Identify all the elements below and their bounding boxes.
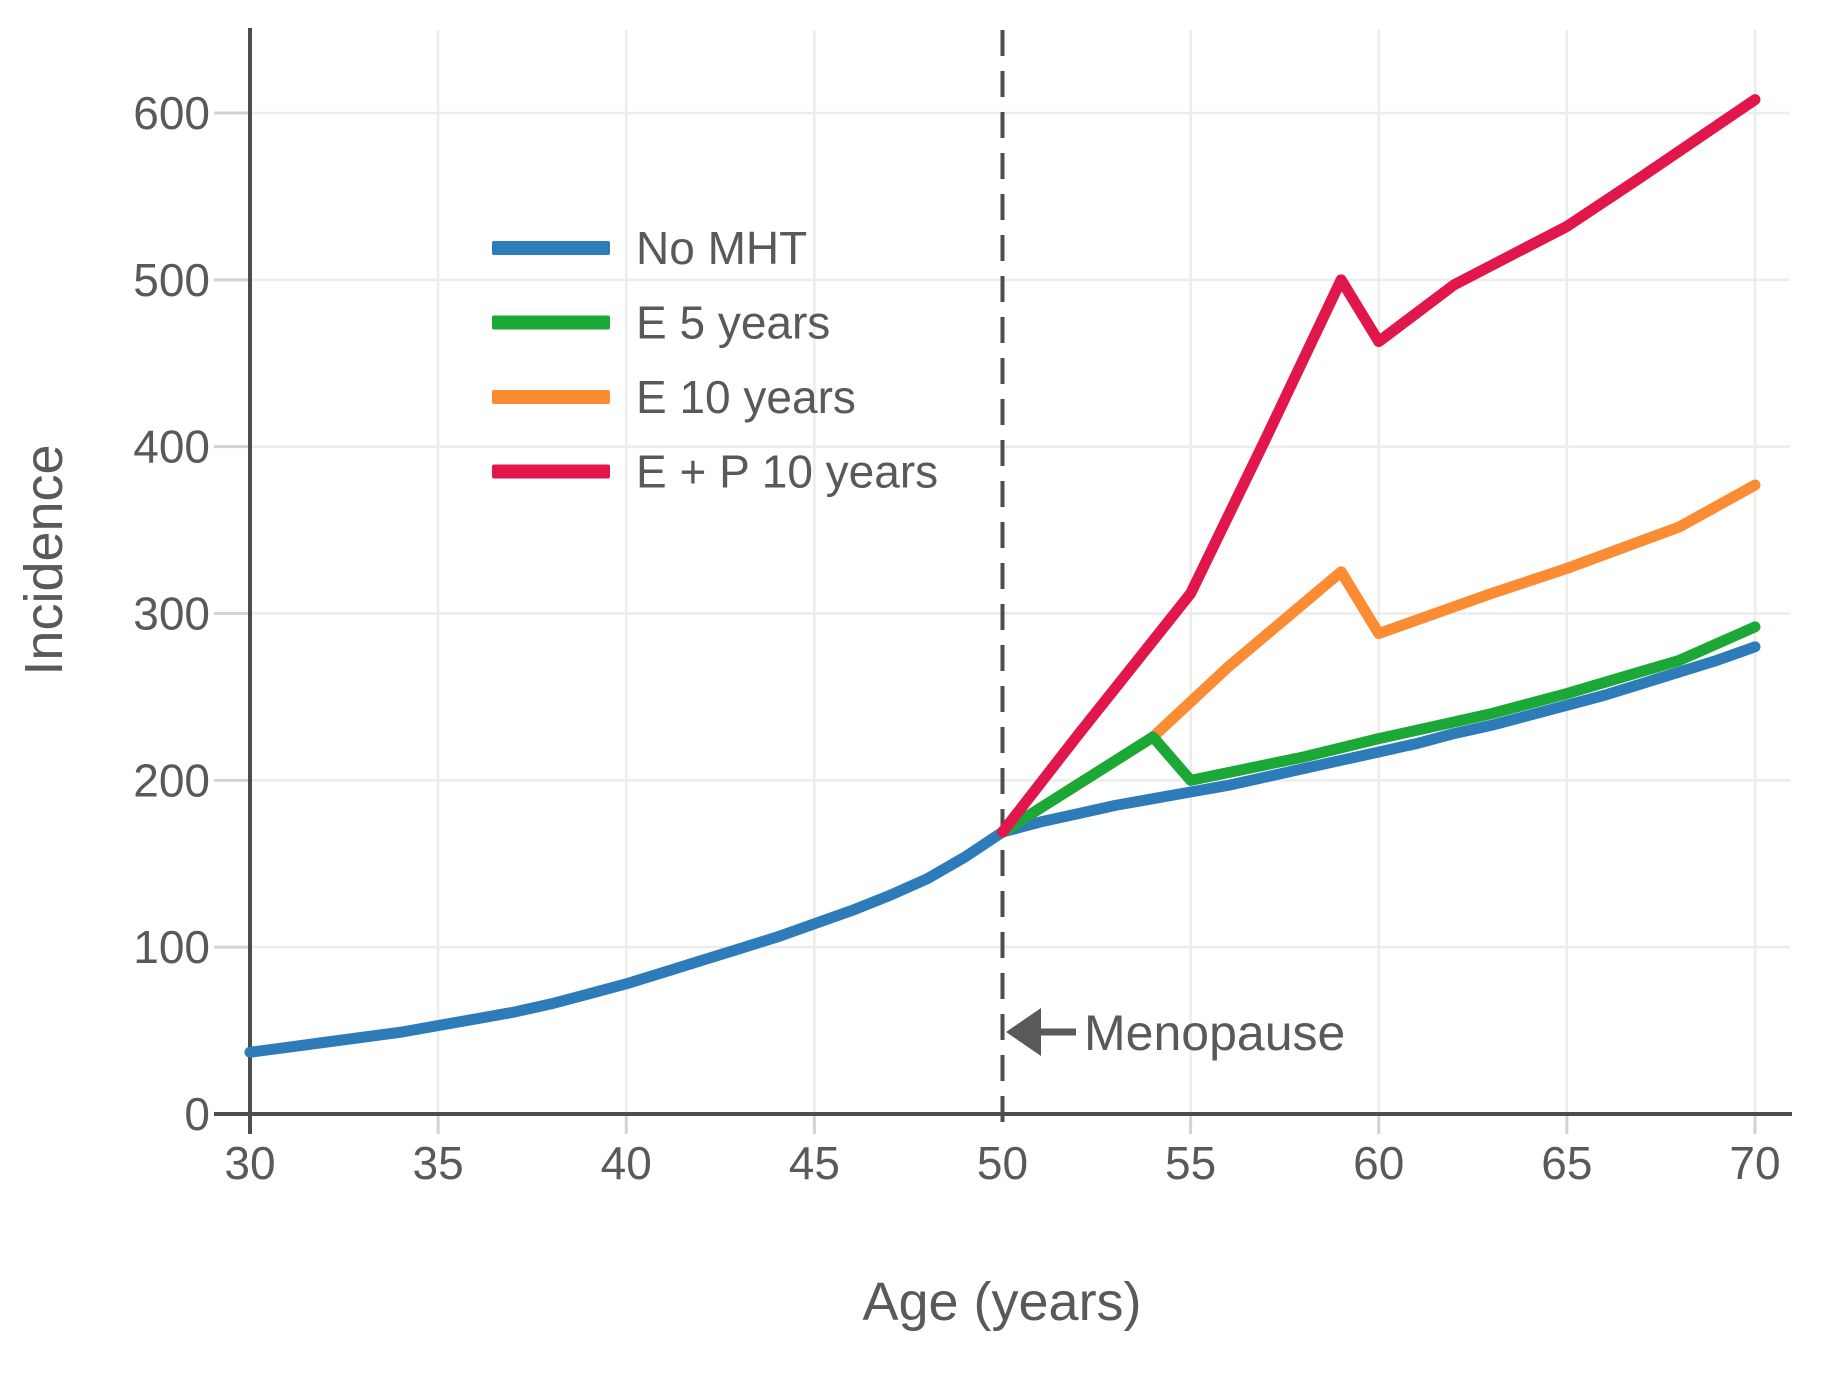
legend-swatch [492, 464, 610, 479]
x-tick-label: 65 [1541, 1137, 1592, 1189]
legend-item: E 5 years [492, 297, 830, 349]
x-tick-label: 50 [977, 1137, 1028, 1189]
x-axis-title: Age (years) [862, 1272, 1141, 1332]
legend-label: E + P 10 years [636, 446, 938, 498]
tick-label-layer: 30 35 40 45 50 55 60 65 70 0 100 200 300 400 500 600 [133, 87, 1780, 1189]
y-axis-title: Incidence [14, 444, 74, 675]
menopause-label: Menopause [1084, 1005, 1345, 1061]
y-tick-label: 500 [133, 254, 210, 306]
series-line-e-p-10-years [997, 94, 1761, 838]
y-tick-label: 200 [133, 754, 210, 806]
x-tick-label: 30 [224, 1137, 275, 1189]
y-tick-label: 100 [133, 921, 210, 973]
y-tick-label: 0 [184, 1088, 210, 1140]
legend-swatch [492, 390, 610, 404]
legend-swatch [492, 315, 610, 330]
y-tick-label: 400 [133, 421, 210, 473]
legend-label: E 10 years [636, 371, 856, 423]
legend-label: No MHT [636, 222, 807, 274]
x-tick-label: 55 [1165, 1137, 1216, 1189]
legend-item: E + P 10 years [492, 446, 938, 498]
x-tick-label: 45 [789, 1137, 840, 1189]
x-tick-label: 70 [1729, 1137, 1780, 1189]
series-line-e-10-years [997, 479, 1761, 838]
x-tick-label: 60 [1353, 1137, 1404, 1189]
legend-swatch [492, 241, 610, 255]
legend-item: E 10 years [492, 371, 856, 423]
grid-layer [214, 30, 1790, 1134]
legend-item: No MHT [492, 222, 807, 274]
left-arrow-icon [1006, 1008, 1041, 1056]
legend: No MHT E 5 years E 10 years E + P 10 years [492, 222, 938, 498]
menopause-annotation: Menopause [1006, 1005, 1345, 1061]
y-tick-label: 600 [133, 87, 210, 139]
series-layer [244, 94, 1761, 1058]
x-tick-label: 40 [601, 1137, 652, 1189]
y-tick-label: 300 [133, 588, 210, 640]
legend-label: E 5 years [636, 297, 830, 349]
x-tick-label: 35 [413, 1137, 464, 1189]
series-line-e-5-years [997, 621, 1761, 838]
